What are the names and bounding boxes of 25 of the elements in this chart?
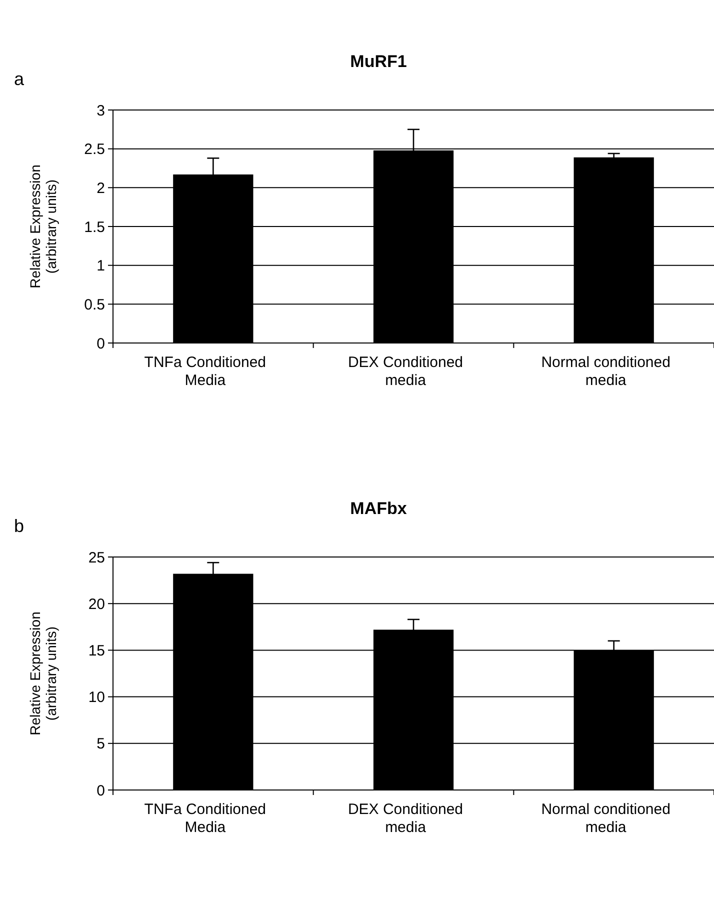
x-tick-label: Normal conditioned media: [541, 354, 670, 389]
text: b: [14, 516, 24, 536]
y-tick-label: 0.5: [84, 296, 105, 314]
y-tick-label: 25: [88, 549, 105, 566]
x-tick-label: Normal conditioned media: [541, 801, 670, 836]
y-tick-label: 20: [88, 596, 105, 613]
y-tick-label: 0: [96, 782, 105, 800]
text: a: [14, 69, 25, 89]
x-tick-label: DEX Conditioned media: [348, 354, 464, 389]
x-tick-label: TNFa Conditioned Media: [144, 354, 266, 389]
y-tick-label: 2.5: [84, 141, 105, 158]
y-tick-label: 10: [88, 689, 105, 706]
y-axis-title: Relative Expression (arbitrary units): [27, 164, 59, 288]
chart-title: MAFbx: [350, 499, 408, 518]
y-tick-label: 1.5: [84, 218, 105, 236]
x-tick-label: DEX Conditioned media: [348, 801, 464, 836]
y-tick-label: 15: [88, 642, 105, 660]
x-tick-label: TNFa Conditioned Media: [144, 801, 266, 836]
y-axis-title: Relative Expression (arbitrary units): [27, 612, 59, 736]
chart-title: MuRF1: [350, 52, 407, 71]
y-tick-label: 1: [96, 258, 105, 275]
y-tick-label: 5: [96, 736, 105, 753]
y-tick-label: 0: [96, 335, 105, 352]
y-tick-label: 2: [96, 180, 105, 197]
y-tick-label: 3: [96, 102, 105, 120]
